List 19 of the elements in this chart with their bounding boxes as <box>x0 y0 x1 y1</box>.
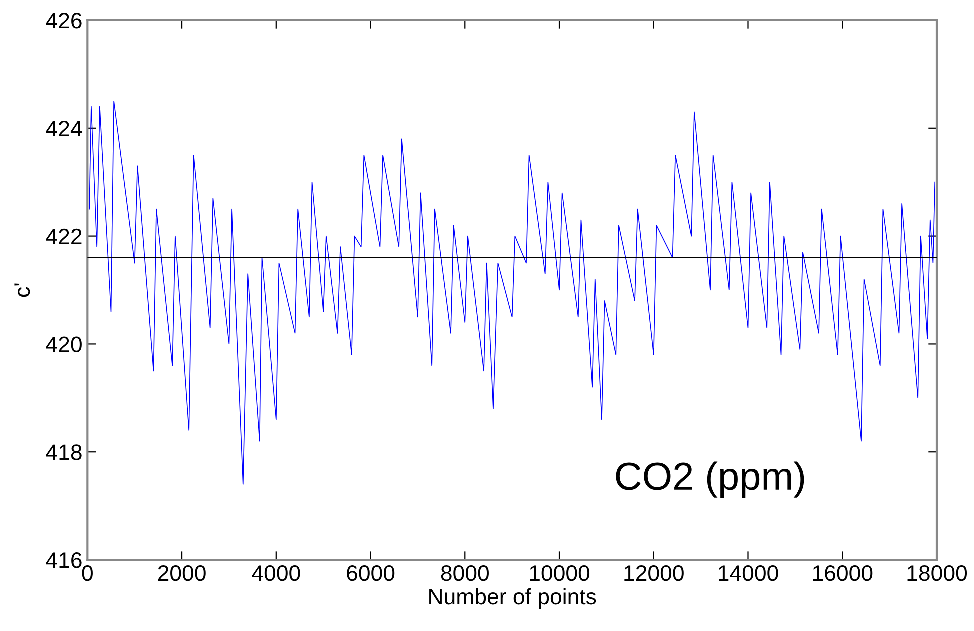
x-tick-label: 6000 <box>347 565 395 582</box>
x-tick-label: 8000 <box>441 565 489 582</box>
y-tick-label: 426 <box>46 13 82 29</box>
x-tick-label: 10000 <box>530 565 590 582</box>
x-tick-label: 12000 <box>624 565 684 582</box>
y-tick-label: 418 <box>46 444 82 460</box>
y-tick-label: 422 <box>46 228 82 244</box>
y-tick-label: 420 <box>46 336 82 352</box>
x-tick-label: 14000 <box>719 565 778 582</box>
x-tick-label: 18000 <box>908 565 968 582</box>
x-tick-label: 16000 <box>813 565 873 582</box>
y-axis-title: c' <box>14 284 30 297</box>
x-tick-label: 4000 <box>252 565 300 582</box>
y-tick-label: 416 <box>46 552 82 568</box>
annotation: CO2 (ppm) <box>616 462 804 498</box>
x-axis-title: Number of points <box>430 588 596 610</box>
y-tick-label: 424 <box>46 120 82 136</box>
x-tick-label: 0 <box>82 565 93 582</box>
x-tick-label: 2000 <box>158 565 206 582</box>
